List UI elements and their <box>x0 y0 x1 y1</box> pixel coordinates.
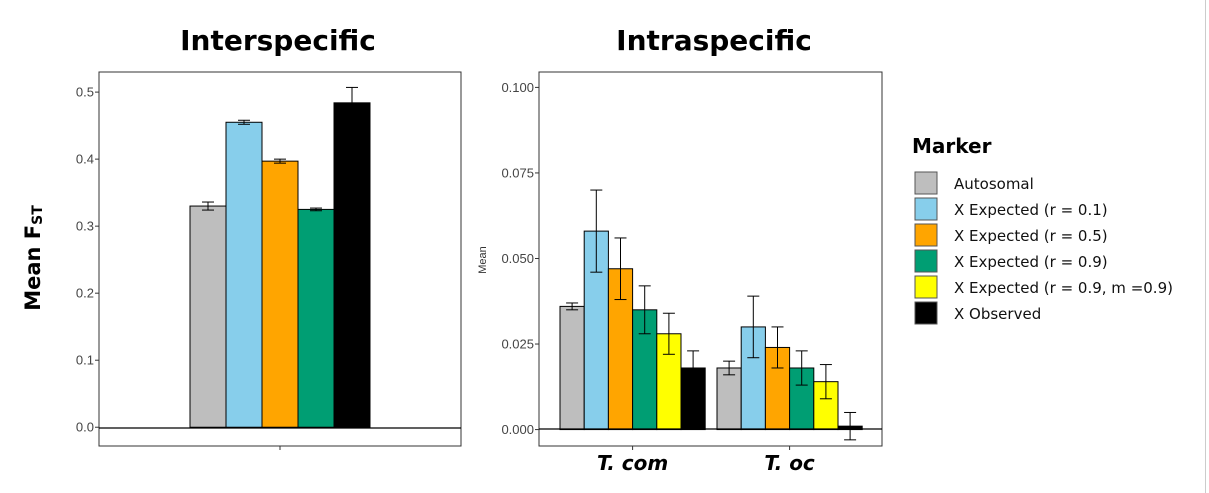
interspecific-title: Interspecific <box>180 24 376 57</box>
1-ytick-label: 0.100 <box>501 80 534 95</box>
0-ytick-label: 0.5 <box>76 85 94 100</box>
legend-item-x-expected-r-0-9-m-0-9: X Expected (r = 0.9, m =0.9) <box>914 275 1173 299</box>
intraspecific-errorbar-t-com-x-expected-r-0-5 <box>614 237 627 301</box>
legend-label: X Expected (r = 0.9) <box>954 253 1108 271</box>
intraspecific-errorbar-t-oc-x-expected-r-0-5 <box>771 326 784 369</box>
legend-item-x-expected-r-0-5: X Expected (r = 0.5) <box>914 223 1108 247</box>
intraspecific-errorbar-t-oc-x-expected-r-0-1 <box>747 295 760 359</box>
intraspecific-ylabel: Mean <box>477 246 489 274</box>
legend-label: Autosomal <box>954 175 1034 193</box>
ylabel-subscript-st: ST <box>30 205 46 225</box>
interspecific-errorbar-x-expected-r-0-9 <box>310 207 322 212</box>
intraspecific-errorbar-t-oc-x-expected-r-0-9 <box>795 350 808 386</box>
legend-item-x-observed: X Observed <box>914 301 1041 325</box>
interspecific-errorbar-x-expected-r-0-5 <box>274 158 286 164</box>
intraspecific-errorbar-t-com-x-expected-r-0-1 <box>590 189 603 273</box>
0-ytick-label: 0.0 <box>76 420 94 435</box>
intraspecific-panel: Intraspecific Mean 0.000 0.025 0.050 0.075 0… <box>477 24 883 475</box>
intraspecific-bar-t-com-autosomal <box>559 305 585 431</box>
intraspecific-bar-t-oc-autosomal <box>716 367 742 431</box>
interspecific-bar-x-expected-r-0-1 <box>225 121 263 428</box>
intraspecific-errorbar-t-oc-x-expected-r-0-9-m-0-9 <box>819 364 832 400</box>
ylabel-mean-f: Mean F <box>21 225 45 311</box>
category-label: T. com <box>597 451 668 475</box>
legend-swatch <box>914 223 938 247</box>
legend-label: X Expected (r = 0.5) <box>954 227 1108 245</box>
legend-swatch <box>914 301 938 325</box>
legend-label: X Expected (r = 0.1) <box>954 201 1108 219</box>
interspecific-bar-x-expected-r-0-5 <box>261 160 299 428</box>
category-label: T. oc <box>764 451 815 475</box>
intraspecific-errorbar-t-com-x-expected-r-0-9 <box>638 285 651 335</box>
legend-swatch <box>914 197 938 221</box>
legend-label: X Expected (r = 0.9, m =0.9) <box>954 279 1173 297</box>
interspecific-bar-x-expected-r-0-9 <box>297 208 335 428</box>
legend: Marker Autosomal X Expected (r = 0.1) X Ex… <box>912 134 1173 325</box>
svg-text:Mean FST: Mean FST <box>21 205 46 311</box>
interspecific-bar-autosomal <box>189 205 227 428</box>
legend-swatch <box>914 275 938 299</box>
interspecific-errorbar-autosomal <box>202 201 214 211</box>
interspecific-errorbar-x-expected-r-0-1 <box>238 119 250 125</box>
intraspecific-errorbar-t-oc-x-observed <box>844 411 857 441</box>
1-ytick-label: 0.000 <box>501 422 534 437</box>
1-ytick-label: 0.075 <box>501 165 534 180</box>
1-ytick-label: 0.050 <box>501 251 534 266</box>
legend-swatch <box>914 249 938 273</box>
legend-item-autosomal: Autosomal <box>914 171 1034 195</box>
intraspecific-errorbar-t-com-x-observed <box>687 350 700 386</box>
intraspecific-errorbar-t-com-autosomal <box>566 302 579 311</box>
intraspecific-errorbar-t-oc-autosomal <box>723 360 736 376</box>
legend-title: Marker <box>912 134 992 158</box>
0-ytick-label: 0.4 <box>76 152 94 167</box>
interspecific-bar-x-observed <box>333 102 371 428</box>
0-ytick-label: 0.3 <box>76 219 94 234</box>
interspecific-ylabel: Mean FST <box>21 205 46 311</box>
intraspecific-plot-frame <box>538 71 883 447</box>
1-ytick-label: 0.025 <box>501 337 534 352</box>
intraspecific-title: Intraspecific <box>616 24 812 57</box>
legend-swatch <box>914 171 938 195</box>
legend-item-x-expected-r-0-9: X Expected (r = 0.9) <box>914 249 1108 273</box>
intraspecific-errorbar-t-com-x-expected-r-0-9-m-0-9 <box>662 312 675 355</box>
0-ytick-label: 0.2 <box>76 286 94 301</box>
legend-item-x-expected-r-0-1: X Expected (r = 0.1) <box>914 197 1108 221</box>
interspecific-panel: Interspecific Mean FST 0.0 0.1 0.2 0.3 0.4 0.… <box>21 24 462 450</box>
0-ytick-label: 0.1 <box>76 353 94 368</box>
legend-label: X Observed <box>954 305 1041 323</box>
interspecific-errorbar-x-observed <box>346 86 358 119</box>
